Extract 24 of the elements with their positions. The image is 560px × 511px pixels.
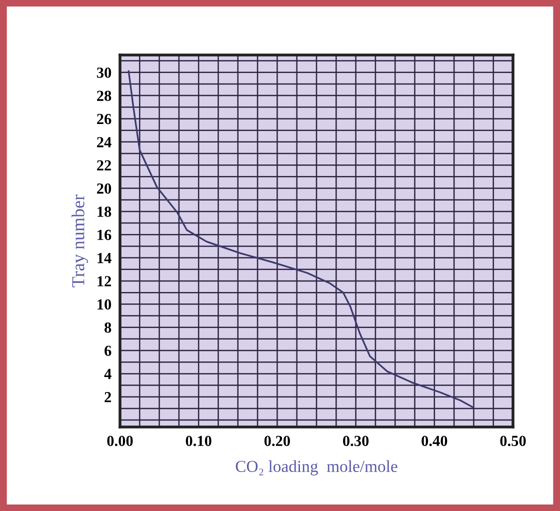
y-tick-label: 4	[104, 368, 112, 379]
x-tick-label: 0.00	[107, 436, 133, 446]
y-tick-label: 6	[104, 346, 112, 356]
x-tick-label: 0.40	[422, 436, 448, 446]
x-tick-label: 0.20	[264, 436, 290, 446]
y-axis-title: Tray number	[72, 194, 88, 288]
y-tick-label: 30	[96, 68, 112, 78]
y-tick-label: 18	[98, 206, 112, 217]
y-tick-label: 16	[98, 230, 112, 240]
y-tick-label: 28	[97, 90, 112, 102]
y-tick-label: 12	[98, 276, 112, 286]
y-tick-label: 14	[98, 253, 112, 264]
y-tick-label: 24	[97, 137, 112, 148]
line-series	[128, 70, 474, 408]
y-tick-label: 26	[97, 114, 112, 124]
x-tick-label: 0.50	[500, 436, 526, 446]
x-tick-label: 0.30	[343, 436, 369, 446]
x-tick-label: 0.10	[186, 436, 212, 446]
x-axis-title: CO₂ loading mole/mole	[236, 460, 398, 476]
y-tick-label: 20	[97, 183, 112, 194]
y-tick-label: 2	[104, 392, 112, 402]
y-tick-label: 8	[104, 322, 112, 333]
y-tick-label: 10	[98, 299, 112, 310]
y-tick-label: 22	[97, 160, 112, 170]
